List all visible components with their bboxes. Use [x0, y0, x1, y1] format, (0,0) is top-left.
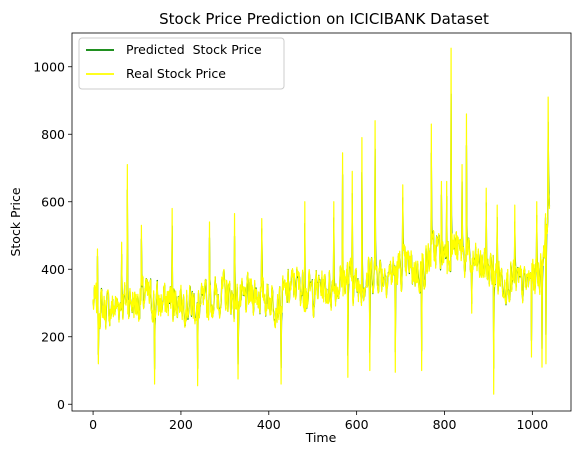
y-tick-label: 200 [41, 329, 65, 344]
y-tick-label: 0 [57, 397, 65, 412]
y-tick-label: 1000 [33, 59, 65, 74]
legend-label-predicted: Predicted Stock Price [126, 42, 262, 57]
x-tick-label: 800 [433, 417, 457, 432]
legend: Predicted Stock Price Real Stock Price [78, 37, 285, 90]
chart-title: Stock Price Prediction on ICICIBANK Data… [159, 10, 489, 28]
x-axis-label: Time [305, 430, 337, 445]
x-axis: 0 200 400 600 800 1000 [89, 411, 548, 432]
y-tick-label: 400 [41, 262, 65, 277]
x-tick-label: 600 [345, 417, 369, 432]
legend-box [78, 37, 285, 90]
x-tick-label: 1000 [516, 417, 548, 432]
y-tick-label: 800 [41, 127, 65, 142]
x-tick-label: 0 [89, 417, 97, 432]
y-tick-label: 600 [41, 194, 65, 209]
series-line-predicted [92, 93, 551, 370]
y-axis-label: Stock Price [8, 187, 23, 256]
y-axis: 0 200 400 600 800 1000 [33, 59, 72, 412]
x-tick-label: 200 [169, 417, 193, 432]
x-tick-label: 400 [257, 417, 281, 432]
plot-frame [71, 32, 572, 412]
series-line-real [92, 47, 551, 395]
legend-label-real: Real Stock Price [126, 66, 226, 81]
plot-lines [92, 47, 551, 395]
